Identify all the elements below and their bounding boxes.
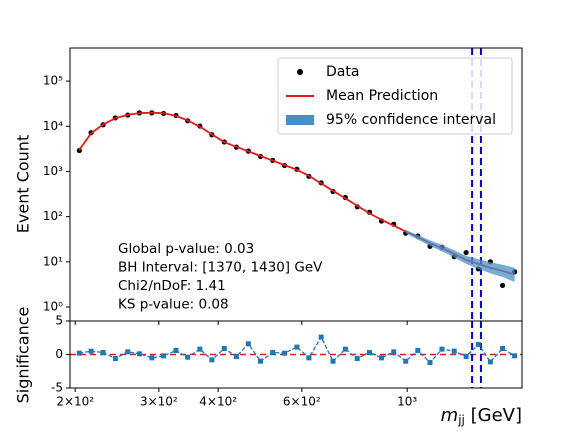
y-tick-label: 10² [43,209,63,223]
legend-label: 95% confidence interval [326,112,496,128]
data-point [100,349,106,355]
data-point [463,354,469,360]
data-point [197,346,203,352]
y-tick-label: 10⁵ [43,74,63,88]
x-tick-label: 3×10² [140,395,178,409]
data-point [500,345,506,351]
data-point [427,360,433,366]
y-tick-label: 5 [55,314,63,328]
y-tick-label: 10⁴ [43,119,63,133]
data-point [136,351,142,357]
data-point [487,359,493,365]
legend-swatch [286,115,314,125]
data-point [245,341,251,347]
legend-box [277,57,513,135]
data-point [306,355,312,361]
y-tick-label: 0 [55,347,63,361]
x-label-symbol: m [441,405,459,426]
annotation: Global p-value: 0.03 [118,241,254,257]
series-line [79,335,515,364]
confidence-band [405,229,515,282]
x-axis-label: mjj [GeV] [441,405,522,427]
data-point [512,353,518,359]
data-point [475,341,481,347]
data-point [354,356,360,362]
data-point [161,353,167,359]
data-point [221,345,227,351]
data-point [366,349,372,355]
data-point [318,334,324,340]
data-point [270,349,276,355]
data-point [294,344,300,350]
x-label-sub: jj [457,413,465,427]
data-point [330,358,336,364]
y-axis-label: Significance [14,307,33,404]
data-point [257,358,263,364]
data-point [499,282,506,289]
data-point [439,346,445,352]
data-point [209,357,215,363]
plot-area [76,48,518,321]
data-point [112,356,118,362]
data-point [185,354,191,360]
data-point [76,350,82,356]
y-axis-label: Event Count [14,135,33,233]
data-point [173,347,179,353]
data-point [391,349,397,355]
y-tick-label: 10¹ [43,254,63,268]
x-label-unit: [GeV] [465,405,522,426]
data-point [451,348,457,354]
data-point [282,350,288,356]
y-tick-label: 10³ [43,164,63,178]
x-tick-label: 10³ [397,395,417,409]
data-point [125,349,131,355]
annotation: KS p-value: 0.08 [118,297,229,313]
axes-frame [69,320,523,389]
data-point [88,348,94,354]
legend-marker [297,69,303,75]
y-tick-label: -5 [51,381,63,395]
data-point [403,358,409,364]
data-point [149,355,155,361]
x-tick-label: 4×10² [199,395,237,409]
data-point [379,355,385,361]
annotation: Chi2/nDoF: 1.41 [118,278,226,294]
y-tick-label: 10⁰ [43,300,63,314]
x-tick-label: 2×10² [56,395,94,409]
data-point [233,354,239,360]
data-point [415,347,421,353]
legend-label: Data [326,64,359,80]
annotation: BH Interval: [1370, 1430] GeV [118,260,323,276]
plot-area [70,321,522,388]
x-tick-label: 6×10² [283,395,321,409]
legend-label: Mean Prediction [326,88,438,104]
data-point [342,346,348,352]
data-point [463,249,469,256]
